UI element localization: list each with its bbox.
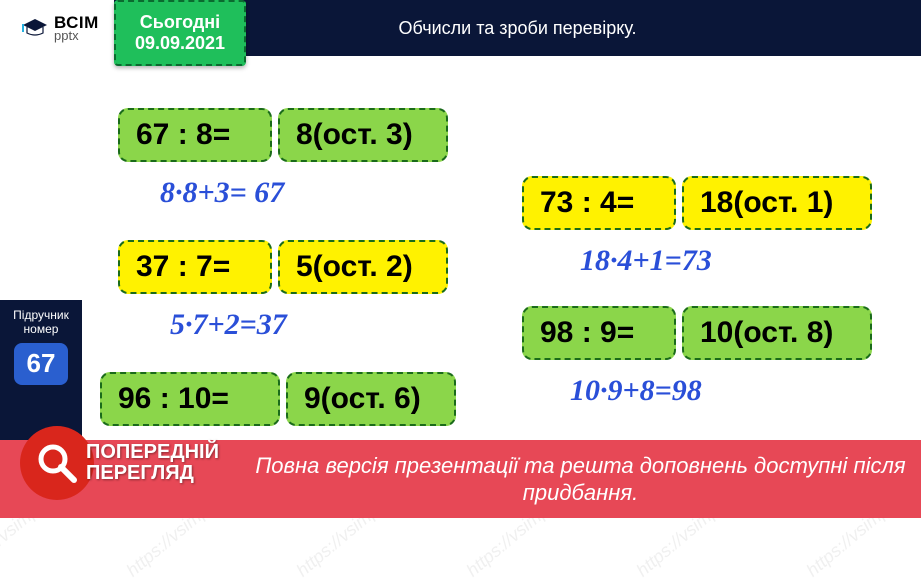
magnifier-icon (20, 426, 94, 500)
logo-block: ВСІМ pptx (0, 0, 114, 56)
graduation-cap-icon (22, 17, 48, 39)
problem-question: 37 : 7= (118, 240, 272, 294)
preview-banner-text: Повна версія презентації та решта доповн… (240, 452, 921, 507)
problem-answer: 10(ост. 8) (682, 306, 872, 360)
logo-text: ВСІМ pptx (54, 15, 99, 42)
problem-question: 73 : 4= (522, 176, 676, 230)
preview-badge[interactable]: ПОПЕРЕДНІЙ ПЕРЕГЛЯД (20, 426, 219, 500)
date-tag-line1: Сьогодні (140, 12, 220, 33)
problem-question: 98 : 9= (522, 306, 676, 360)
sidebar-label: Підручник номер (13, 308, 69, 337)
problem-answer: 18(ост. 1) (682, 176, 872, 230)
logo-line2: pptx (54, 30, 99, 42)
problem-check: 8·8+3= 67 (160, 176, 284, 210)
problem-answer: 9(ост. 6) (286, 372, 456, 426)
problem-answer: 8(ост. 3) (278, 108, 448, 162)
date-tag-line2: 09.09.2021 (135, 33, 225, 54)
problem-check: 18·4+1=73 (580, 244, 712, 278)
problem-answer: 5(ост. 2) (278, 240, 448, 294)
problem-check: 10·9+8=98 (570, 374, 702, 408)
problem-check: 5·7+2=37 (170, 308, 287, 342)
problem-question: 67 : 8= (118, 108, 272, 162)
date-tag: Сьогодні 09.09.2021 (114, 0, 246, 66)
page-number-badge: 67 (14, 343, 68, 385)
preview-badge-text: ПОПЕРЕДНІЙ ПЕРЕГЛЯД (86, 442, 219, 484)
problem-question: 96 : 10= (100, 372, 280, 426)
